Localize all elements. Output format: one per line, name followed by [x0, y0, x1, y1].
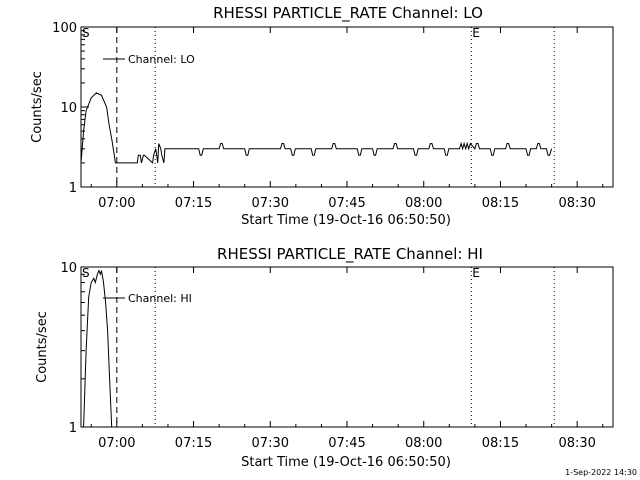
hi-x-tick-label: 07:00 — [98, 436, 135, 451]
lo-vertical-lines — [116, 27, 555, 187]
hi-y-tick-label: 1 — [69, 421, 77, 436]
lo-x-tick-label: 08:30 — [558, 196, 595, 211]
hi-series-line — [83, 269, 113, 428]
hi-x-tick-label: 08:00 — [405, 436, 442, 451]
lo-y-axis-label: Counts/sec — [30, 71, 45, 143]
hi-end-marker: E — [472, 266, 480, 280]
hi-x-tick-label: 08:30 — [558, 436, 595, 451]
hi-y-tick-label: 10 — [60, 261, 77, 276]
lo-y-ticks: 1 10 100 — [52, 21, 89, 196]
hi-plot-frame — [80, 266, 614, 428]
hi-x-ticks: 07:00 07:15 07:30 07:45 08:00 08:15 08:30 — [90, 267, 604, 451]
hi-x-tick-label: 07:45 — [328, 436, 365, 451]
lo-x-ticks: 07:00 07:15 07:30 07:45 08:00 08:15 08:30 — [90, 27, 604, 211]
lo-end-marker: E — [472, 26, 480, 40]
lo-x-tick-label: 07:15 — [175, 196, 212, 211]
lo-channel-panel: RHESSI PARTICLE_RATE Channel: LO Counts/… — [30, 4, 614, 228]
hi-x-axis-label: Start Time (19-Oct-16 06:50:50) — [241, 455, 451, 470]
lo-x-axis-label: Start Time (19-Oct-16 06:50:50) — [241, 213, 451, 228]
lo-y-tick-label: 10 — [60, 101, 77, 116]
lo-series-line — [80, 92, 553, 164]
hi-legend-label: Channel: HI — [128, 292, 192, 305]
hi-vertical-lines — [116, 267, 555, 427]
lo-y-tick-label: 1 — [69, 181, 77, 196]
hi-y-ticks: 1 10 — [60, 261, 89, 436]
lo-x-tick-label: 08:15 — [482, 196, 519, 211]
lo-start-marker: S — [82, 26, 90, 40]
hi-y-axis-label: Counts/sec — [35, 311, 50, 383]
lo-x-tick-label: 07:45 — [328, 196, 365, 211]
hi-start-marker: S — [82, 266, 90, 280]
hi-x-tick-label: 08:15 — [482, 436, 519, 451]
hi-x-tick-label: 07:15 — [175, 436, 212, 451]
hi-channel-panel: RHESSI PARTICLE_RATE Channel: HI Counts/… — [35, 245, 614, 470]
lo-x-tick-label: 07:00 — [98, 196, 135, 211]
lo-legend-label: Channel: LO — [128, 53, 195, 66]
hi-chart-title: RHESSI PARTICLE_RATE Channel: HI — [217, 245, 483, 264]
lo-x-tick-label: 07:30 — [252, 196, 289, 211]
lo-plot-frame — [80, 26, 614, 188]
lo-chart-title: RHESSI PARTICLE_RATE Channel: LO — [213, 4, 483, 23]
hi-x-tick-label: 07:30 — [252, 436, 289, 451]
footer-timestamp: 1-Sep-2022 14:30 — [565, 468, 637, 477]
lo-x-tick-label: 08:00 — [405, 196, 442, 211]
lo-y-tick-label: 100 — [52, 21, 77, 36]
